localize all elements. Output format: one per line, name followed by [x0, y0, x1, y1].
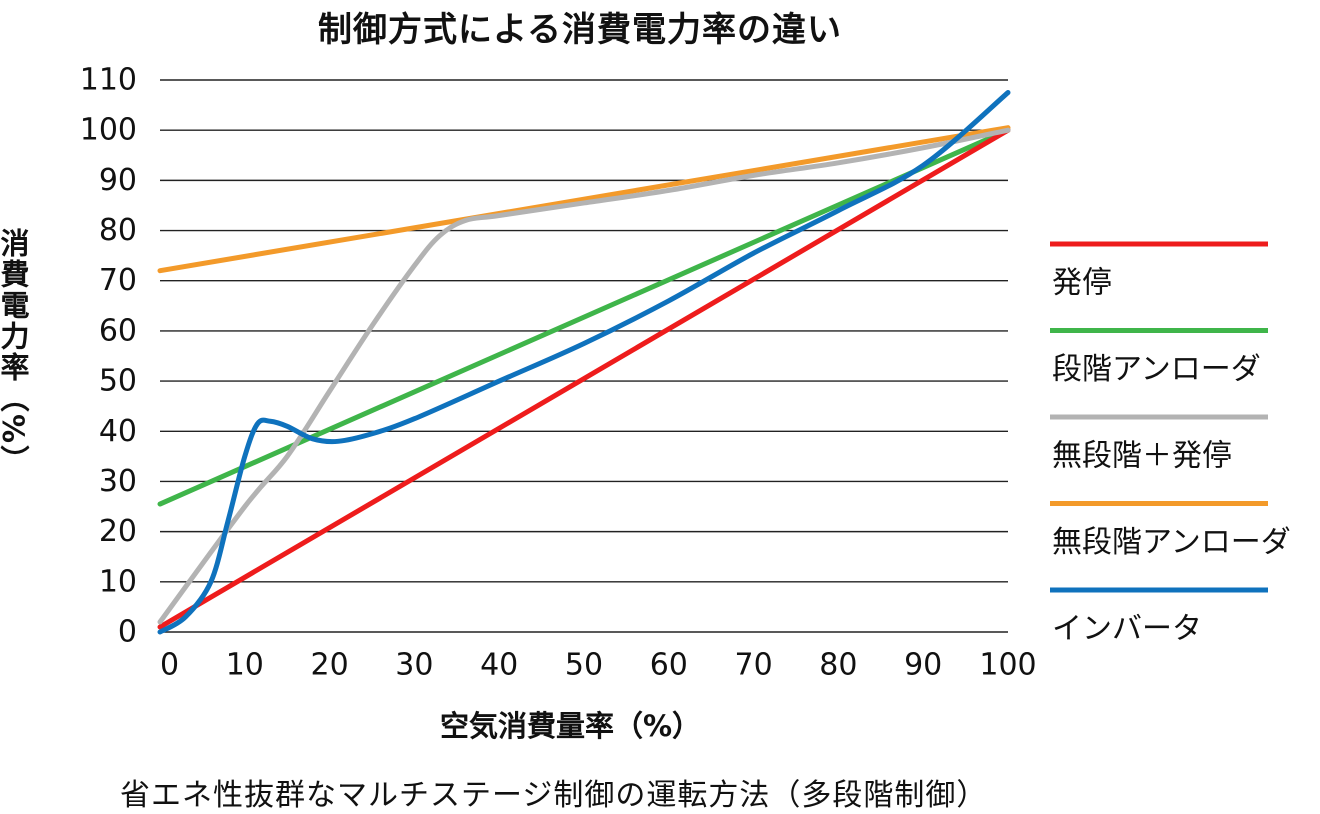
y-tick-label: 60 [99, 313, 137, 348]
y-tick-label: 90 [99, 163, 137, 198]
y-tick-label: 70 [99, 263, 137, 298]
x-tick-label: 50 [565, 648, 603, 683]
y-axis-ticks: 0 10 20 30 40 50 60 70 80 90 100 110 [80, 63, 137, 650]
x-tick-label: 0 [160, 648, 179, 683]
series-line [157, 127, 1011, 507]
series-line [157, 127, 1011, 630]
series-line [157, 127, 1011, 625]
x-tick-label: 60 [650, 648, 688, 683]
y-tick-label: 10 [99, 564, 137, 599]
y-tick-label: 20 [99, 514, 137, 549]
legend-label: 無段階アンローダ [1052, 525, 1291, 560]
x-tick-label: 30 [395, 648, 433, 683]
chart-title-text: 制御方式による消費電力率の違い [318, 10, 842, 50]
x-tick-label: 70 [735, 648, 773, 683]
legend-label: インバータ [1052, 612, 1202, 647]
legend-label: 発停 [1052, 266, 1112, 301]
y-axis-label: 消費電力率（%） [0, 228, 30, 477]
series-lines [157, 90, 1011, 635]
y-tick-label: 30 [99, 464, 137, 499]
x-tick-label: 80 [819, 648, 857, 683]
y-tick-label: 100 [80, 113, 137, 148]
legend-label: 段階アンローダ [1052, 352, 1261, 387]
y-tick-label: 50 [99, 364, 137, 399]
x-axis-label: 空気消費量率（%） [440, 709, 702, 743]
y-tick-label: 0 [118, 615, 137, 650]
y-tick-label: 110 [80, 63, 137, 98]
legend-label: 無段階＋発停 [1052, 439, 1232, 474]
x-tick-label: 40 [480, 648, 518, 683]
y-tick-label: 40 [99, 414, 137, 449]
x-tick-label: 10 [226, 648, 264, 683]
grid-lines [160, 79, 1008, 633]
x-tick-label: 100 [979, 648, 1036, 683]
chart-caption: 省エネ性抜群なマルチステージ制御の運転方法（多段階制御） [120, 778, 988, 813]
series-line [157, 125, 1011, 274]
x-tick-label: 20 [311, 648, 349, 683]
y-tick-label: 80 [99, 213, 137, 248]
x-tick-label: 90 [904, 648, 942, 683]
chart-title: 制御方式による消費電力率の違い [160, 2, 1120, 51]
x-axis-ticks: 0 10 20 30 40 50 60 70 80 90 100 [160, 648, 1037, 683]
series-line [157, 90, 1011, 635]
